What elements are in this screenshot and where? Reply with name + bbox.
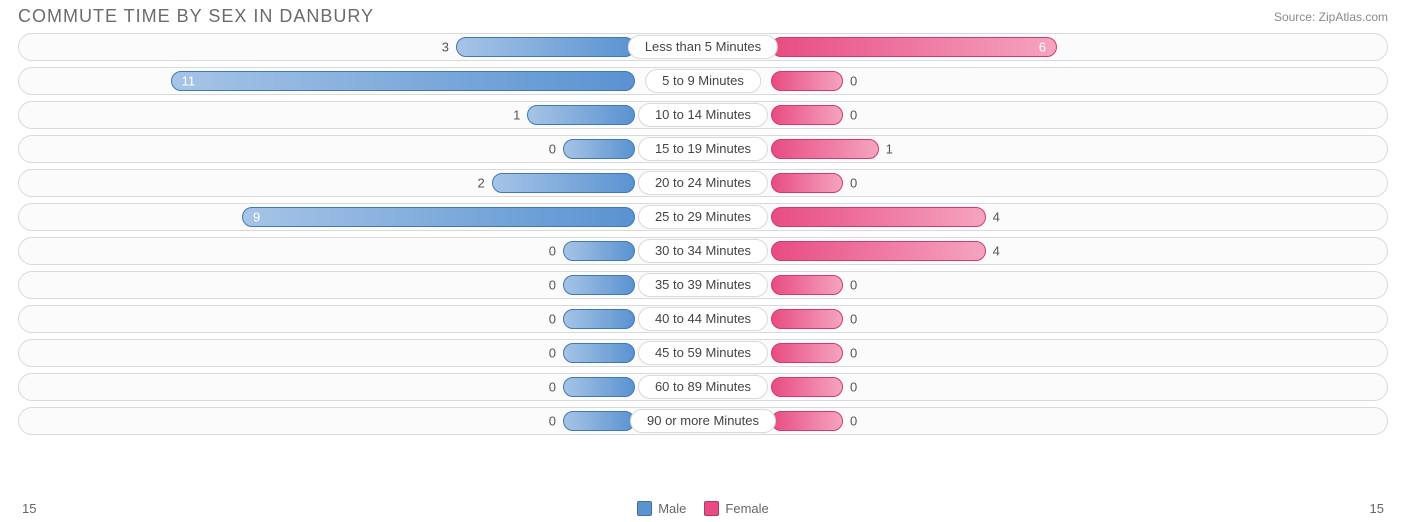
category-label: 35 to 39 Minutes (638, 273, 768, 297)
male-bar (563, 377, 635, 397)
female-bar (771, 173, 843, 193)
chart-row: 0 0 45 to 59 Minutes (18, 339, 1388, 367)
category-label: 60 to 89 Minutes (638, 375, 768, 399)
chart-row: 0 4 30 to 34 Minutes (18, 237, 1388, 265)
chart-footer: 15 Male Female 15 (0, 501, 1406, 516)
chart-row: 2 0 20 to 24 Minutes (18, 169, 1388, 197)
male-value-label: 3 (442, 40, 449, 55)
category-label: 25 to 29 Minutes (638, 205, 768, 229)
female-bar (771, 139, 879, 159)
chart-row: 9 4 25 to 29 Minutes (18, 203, 1388, 231)
category-label: 5 to 9 Minutes (645, 69, 761, 93)
female-value-label: 0 (850, 346, 857, 361)
axis-left-max: 15 (22, 501, 36, 516)
male-value-label: 9 (253, 210, 260, 225)
female-bar (771, 105, 843, 125)
male-bar (563, 343, 635, 363)
category-label: 15 to 19 Minutes (638, 137, 768, 161)
female-bar (771, 71, 843, 91)
chart-row: 11 0 5 to 9 Minutes (18, 67, 1388, 95)
female-bar (771, 343, 843, 363)
male-value-label: 0 (549, 244, 556, 259)
female-bar (771, 37, 1057, 57)
male-value-label: 2 (477, 176, 484, 191)
legend-label-male: Male (658, 501, 686, 516)
female-value-label: 0 (850, 312, 857, 327)
row-track: 9 4 25 to 29 Minutes (18, 203, 1388, 231)
male-value-label: 0 (549, 278, 556, 293)
female-swatch-icon (704, 501, 719, 516)
category-label: 30 to 34 Minutes (638, 239, 768, 263)
row-track: 0 1 15 to 19 Minutes (18, 135, 1388, 163)
chart-header: COMMUTE TIME BY SEX IN DANBURY Source: Z… (0, 0, 1406, 31)
chart-source: Source: ZipAtlas.com (1274, 10, 1388, 24)
female-value-label: 0 (850, 278, 857, 293)
chart-row: 0 0 40 to 44 Minutes (18, 305, 1388, 333)
female-bar (771, 207, 986, 227)
chart-row: 1 0 10 to 14 Minutes (18, 101, 1388, 129)
male-value-label: 0 (549, 142, 556, 157)
row-track: 0 0 90 or more Minutes (18, 407, 1388, 435)
category-label: 10 to 14 Minutes (638, 103, 768, 127)
category-label: 20 to 24 Minutes (638, 171, 768, 195)
row-track: 2 0 20 to 24 Minutes (18, 169, 1388, 197)
male-value-label: 0 (549, 312, 556, 327)
female-bar (771, 275, 843, 295)
chart-row: 0 0 60 to 89 Minutes (18, 373, 1388, 401)
row-track: 0 4 30 to 34 Minutes (18, 237, 1388, 265)
male-bar (563, 139, 635, 159)
legend-item-male: Male (637, 501, 686, 516)
male-value-label: 0 (549, 414, 556, 429)
row-track: 3 6 Less than 5 Minutes (18, 33, 1388, 61)
male-value-label: 1 (513, 108, 520, 123)
category-label: 90 or more Minutes (630, 409, 776, 433)
female-value-label: 0 (850, 414, 857, 429)
male-bar (171, 71, 635, 91)
female-value-label: 4 (993, 210, 1000, 225)
male-bar (563, 309, 635, 329)
female-value-label: 0 (850, 108, 857, 123)
row-track: 1 0 10 to 14 Minutes (18, 101, 1388, 129)
male-value-label: 0 (549, 346, 556, 361)
male-value-label: 0 (549, 380, 556, 395)
male-bar (527, 105, 635, 125)
male-bar (563, 411, 635, 431)
chart-title: COMMUTE TIME BY SEX IN DANBURY (18, 6, 374, 27)
chart-row: 0 0 35 to 39 Minutes (18, 271, 1388, 299)
male-value-label: 11 (182, 74, 196, 89)
male-bar (492, 173, 635, 193)
chart-row: 3 6 Less than 5 Minutes (18, 33, 1388, 61)
chart-legend: Male Female (637, 501, 769, 516)
category-label: 40 to 44 Minutes (638, 307, 768, 331)
male-bar (563, 241, 635, 261)
male-bar (456, 37, 635, 57)
female-value-label: 0 (850, 74, 857, 89)
diverging-bar-chart: 36Less than 5 Minutes1105 to 9 Minutes10… (0, 31, 1406, 435)
legend-item-female: Female (704, 501, 768, 516)
category-label: Less than 5 Minutes (628, 35, 778, 59)
row-track: 0 0 35 to 39 Minutes (18, 271, 1388, 299)
female-value-label: 6 (1039, 40, 1046, 55)
row-track: 0 0 40 to 44 Minutes (18, 305, 1388, 333)
female-value-label: 0 (850, 380, 857, 395)
axis-right-max: 15 (1370, 501, 1384, 516)
chart-row: 0 0 90 or more Minutes (18, 407, 1388, 435)
row-track: 0 0 45 to 59 Minutes (18, 339, 1388, 367)
row-track: 11 0 5 to 9 Minutes (18, 67, 1388, 95)
male-bar (242, 207, 635, 227)
male-bar (563, 275, 635, 295)
female-bar (771, 241, 986, 261)
legend-label-female: Female (725, 501, 768, 516)
female-value-label: 4 (993, 244, 1000, 259)
female-value-label: 1 (886, 142, 893, 157)
female-bar (771, 377, 843, 397)
female-value-label: 0 (850, 176, 857, 191)
category-label: 45 to 59 Minutes (638, 341, 768, 365)
female-bar (771, 411, 843, 431)
male-swatch-icon (637, 501, 652, 516)
chart-row: 0 1 15 to 19 Minutes (18, 135, 1388, 163)
female-bar (771, 309, 843, 329)
row-track: 0 0 60 to 89 Minutes (18, 373, 1388, 401)
